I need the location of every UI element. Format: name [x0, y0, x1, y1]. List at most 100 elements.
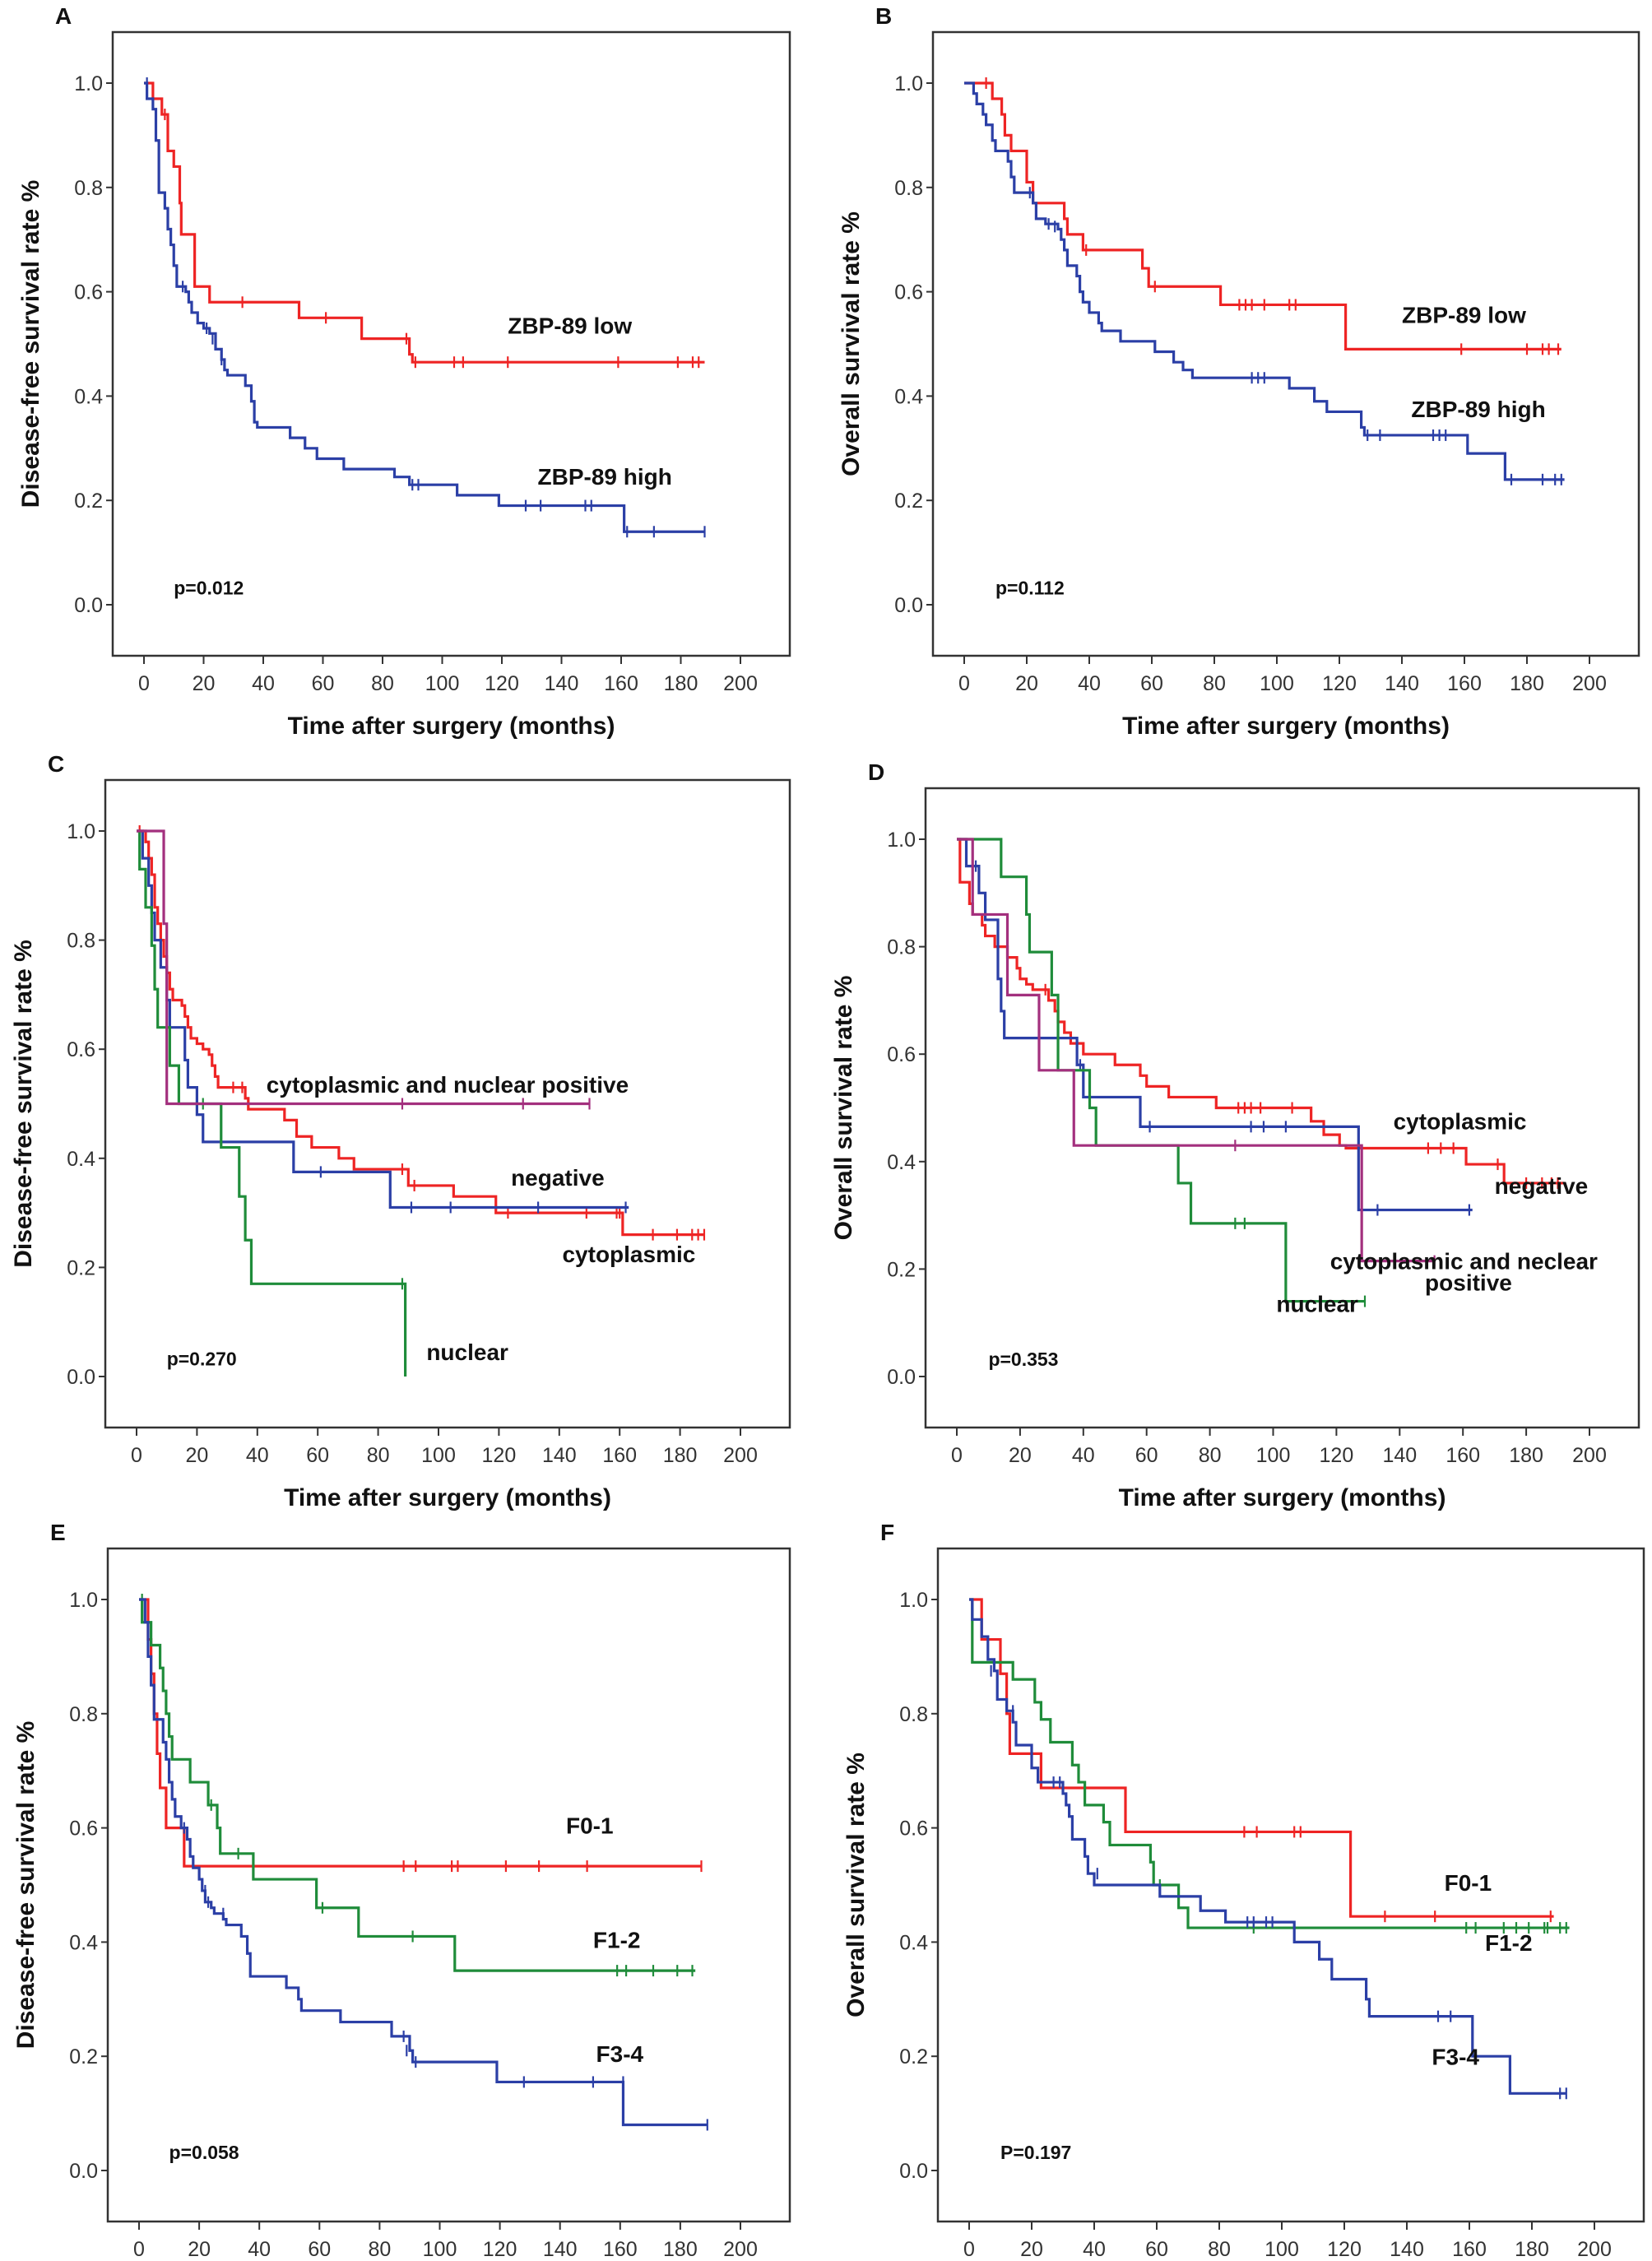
curve-label: F3-4 — [596, 2041, 644, 2067]
x-tick-label: 0 — [958, 672, 970, 695]
x-tick-label: 180 — [663, 2238, 698, 2261]
y-tick-label: 0.0 — [74, 594, 103, 617]
series-zbp-89-low — [144, 81, 705, 369]
p-value: P=0.197 — [1000, 2142, 1071, 2163]
x-tick-label: 0 — [138, 672, 150, 695]
y-tick-label: 0.0 — [887, 1366, 916, 1389]
panel-d: D 0.0 0.2 0.4 0.6 0.8 1.0 0 20 40 60 80 100 120 140 160… — [826, 741, 1652, 1511]
panel-letter: B — [875, 3, 892, 29]
x-tick-label: 120 — [483, 2238, 517, 2261]
x-tick-label: 80 — [368, 2238, 391, 2261]
km-chart-a: A 0.0 0.2 0.4 0.6 0.8 1.0 0 20 40 60 80 100 120 140 160… — [17, 3, 791, 740]
x-tick-label: 140 — [545, 672, 579, 695]
series-f0-1 — [139, 1598, 703, 1873]
curve-label: nuclear — [426, 1339, 508, 1365]
x-tick-label: 100 — [1265, 2238, 1299, 2261]
survival-curve — [969, 1598, 1566, 2095]
y-tick-label: 0.6 — [894, 281, 923, 304]
curve-label: F3-4 — [1432, 2045, 1479, 2070]
plot-frame — [924, 787, 1640, 1429]
km-chart-e: E 0.0 0.2 0.4 0.6 0.8 1.0 0 20 40 60 80 100 120 140 160… — [12, 1520, 791, 2261]
y-tick-label: 0.6 — [69, 1818, 98, 1841]
x-tick-label: 160 — [604, 672, 638, 695]
survival-curve — [969, 1598, 1554, 1918]
curve-label: nuclear — [1276, 1292, 1358, 1317]
x-tick-label: 20 — [188, 2238, 211, 2261]
x-tick-label: 140 — [542, 1444, 577, 1467]
x-tick-label: 60 — [1135, 1444, 1158, 1467]
plot-frame — [936, 1547, 1645, 2223]
curve-label: F1-2 — [593, 1927, 641, 1952]
x-tick-label: 140 — [1390, 2238, 1424, 2261]
y-axis-title: Overall survival rate % — [842, 1753, 870, 2017]
series-zbp-89-high — [964, 81, 1565, 485]
y-tick-label: 1.0 — [69, 1589, 98, 1612]
y-tick-label: 0.4 — [74, 385, 103, 408]
panel-letter: F — [880, 1520, 894, 1545]
y-tick-label: 0.4 — [894, 385, 923, 408]
x-tick-label: 100 — [421, 1444, 456, 1467]
survival-curve — [139, 1598, 702, 1868]
curve-label: cytoplasmic and nuclear positive — [267, 1072, 629, 1098]
panel-letter: A — [55, 3, 72, 29]
series-cytoplasmic-and-nuclear-positive — [137, 829, 591, 1110]
y-tick-label: 0.6 — [67, 1038, 95, 1061]
x-tick-label: 40 — [248, 2238, 271, 2261]
survival-curve — [957, 838, 1435, 1263]
panel-b: B 0.0 0.2 0.4 0.6 0.8 1.0 0 20 40 60 80 100 120 140 160… — [826, 0, 1652, 741]
series-cytoplasmic-and-neclear-positive — [957, 838, 1436, 1267]
y-axis-title: Disease-free survival rate % — [10, 940, 37, 1268]
x-tick-label: 80 — [367, 1444, 390, 1467]
x-tick-label: 200 — [723, 1444, 758, 1467]
y-tick-label: 0.2 — [74, 490, 103, 513]
x-tick-label: 80 — [1199, 1444, 1222, 1467]
series-cytoplasmic — [137, 825, 706, 1241]
x-tick-label: 200 — [723, 672, 758, 695]
series-zbp-89-high — [144, 77, 706, 538]
curve-label: cytoplasmic — [562, 1242, 695, 1267]
survival-curve — [964, 81, 1562, 351]
curve-label: ZBP-89 low — [1402, 303, 1526, 328]
x-tick-label: 0 — [963, 2238, 975, 2261]
series-zbp-89-low — [964, 77, 1562, 355]
x-tick-label: 80 — [371, 672, 394, 695]
y-tick-label: 1.0 — [67, 820, 95, 843]
plot-frame — [104, 778, 791, 1429]
survival-curve — [139, 1598, 696, 1972]
y-tick-label: 0.4 — [887, 1151, 916, 1174]
series-f3-4 — [969, 1598, 1567, 2100]
x-tick-label: 20 — [193, 672, 216, 695]
series-cytoplasmic — [957, 838, 1565, 1189]
survival-curve — [137, 829, 629, 1209]
curve-label: negative — [511, 1165, 605, 1191]
curve-label: cytoplasmic — [1394, 1109, 1527, 1135]
survival-curve — [137, 829, 407, 1377]
y-tick-label: 0.6 — [887, 1043, 916, 1066]
x-tick-label: 0 — [131, 1444, 142, 1467]
y-tick-label: 0.2 — [894, 490, 923, 513]
y-tick-label: 0.2 — [899, 2045, 928, 2068]
km-chart-f: F 0.0 0.2 0.4 0.6 0.8 1.0 0 20 40 60 80 100 120 140 160… — [842, 1520, 1645, 2261]
x-tick-label: 60 — [306, 1444, 329, 1467]
series-negative — [137, 829, 629, 1214]
x-tick-label: 20 — [1009, 1444, 1032, 1467]
curve-label: cytoplasmic and neclear — [1330, 1248, 1598, 1274]
x-tick-label: 120 — [482, 1444, 517, 1467]
y-tick-label: 0.0 — [69, 2160, 98, 2183]
x-tick-label: 100 — [423, 2238, 457, 2261]
panel-e: E 0.0 0.2 0.4 0.6 0.8 1.0 0 20 40 60 80 100 120 140 160… — [0, 1506, 826, 2261]
x-tick-label: 180 — [1510, 672, 1544, 695]
survival-curve — [144, 81, 705, 364]
p-value: p=0.058 — [169, 2142, 239, 2163]
y-tick-label: 1.0 — [887, 829, 916, 852]
plot-frame — [111, 30, 791, 657]
y-tick-label: 0.0 — [894, 594, 923, 617]
x-tick-label: 40 — [1083, 2238, 1106, 2261]
y-tick-label: 0.8 — [74, 177, 103, 200]
y-tick-label: 0.4 — [69, 1931, 98, 1954]
y-tick-label: 0.6 — [899, 1818, 928, 1841]
y-tick-label: 0.8 — [67, 930, 95, 953]
x-tick-label: 180 — [1509, 1444, 1543, 1467]
curve-label: positive — [1425, 1270, 1512, 1296]
curve-label: ZBP-89 high — [538, 464, 672, 490]
